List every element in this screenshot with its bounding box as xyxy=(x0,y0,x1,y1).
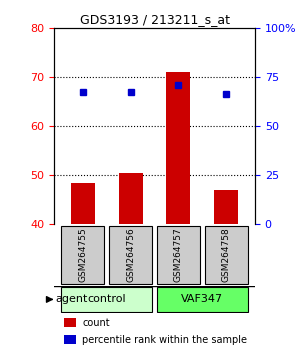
Bar xyxy=(64,335,76,343)
FancyBboxPatch shape xyxy=(109,225,152,284)
Text: control: control xyxy=(87,294,126,304)
Text: GSM264758: GSM264758 xyxy=(222,228,231,282)
Text: percentile rank within the sample: percentile rank within the sample xyxy=(82,335,247,344)
Bar xyxy=(118,173,142,224)
Bar xyxy=(167,73,191,224)
Text: agent: agent xyxy=(55,294,87,304)
Bar xyxy=(71,183,95,224)
Title: GDS3193 / 213211_s_at: GDS3193 / 213211_s_at xyxy=(80,13,230,26)
Text: VAF347: VAF347 xyxy=(181,294,224,304)
Bar xyxy=(214,190,238,224)
FancyBboxPatch shape xyxy=(61,287,152,312)
Text: GSM264757: GSM264757 xyxy=(174,228,183,282)
Text: count: count xyxy=(82,318,110,328)
FancyBboxPatch shape xyxy=(157,225,200,284)
Text: GSM264755: GSM264755 xyxy=(78,228,87,282)
FancyBboxPatch shape xyxy=(205,225,248,284)
FancyBboxPatch shape xyxy=(157,287,248,312)
FancyBboxPatch shape xyxy=(61,225,104,284)
Bar xyxy=(64,318,76,327)
Text: GSM264756: GSM264756 xyxy=(126,228,135,282)
